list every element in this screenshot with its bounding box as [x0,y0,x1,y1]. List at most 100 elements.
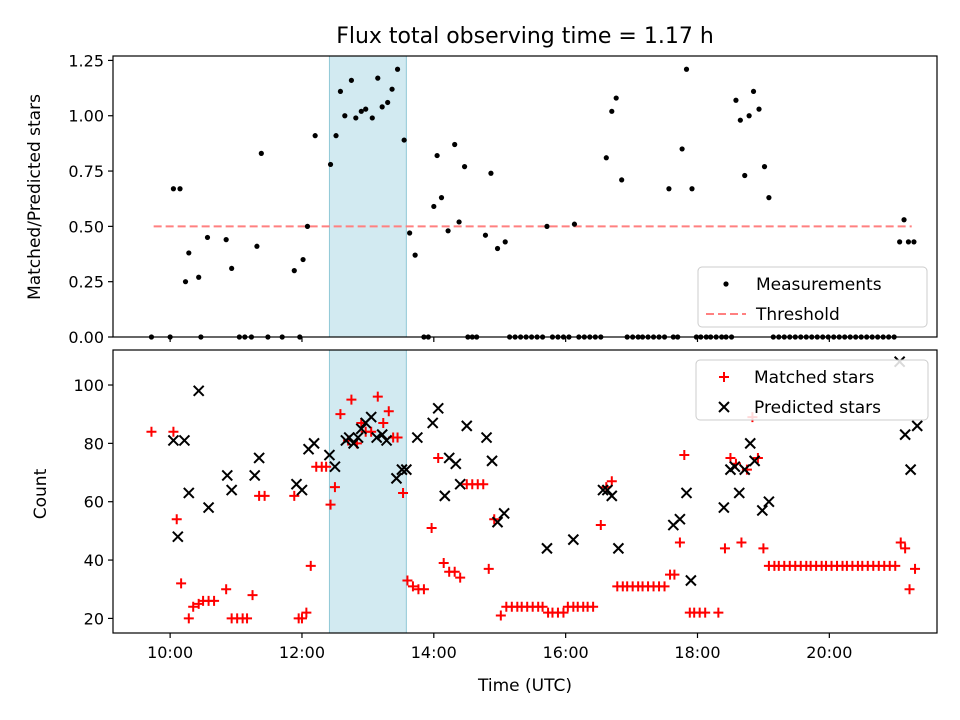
predicted-stars-point [612,542,625,555]
matched-stars-point [674,537,685,548]
measurement-point [746,113,752,119]
measurement-point [431,203,437,210]
measurement-point [452,141,458,148]
top-legend: Measurements Threshold [697,266,928,328]
measurement-point [445,228,451,234]
predicted-stars-point [606,490,618,502]
measurement-point [434,152,440,159]
measurement-point [337,88,344,95]
matched-stars-point [188,601,199,612]
measurement-point [300,256,306,263]
matched-stars-point [392,432,403,443]
legend-label: Matched stars [754,368,874,388]
matched-stars-point [669,569,680,580]
matched-stars-point [904,584,915,595]
measurement-point [666,186,672,192]
bottom-legend: Matched stars Predicted stars [695,359,929,421]
predicted-stars-point [911,420,923,432]
measurement-point [401,137,407,143]
matched-stars-point [259,490,270,501]
matched-stars-point [700,607,711,618]
predicted-stars-point [370,431,383,444]
predicted-stars-point [601,484,614,496]
matched-stars-point [895,537,906,548]
matched-stars-point [383,406,394,417]
predicted-stars-point [167,434,180,447]
matched-stars-point [398,487,409,498]
measurement-point [766,195,772,201]
measurement-point [613,95,619,101]
measurement-point [482,232,489,238]
measurement-point [186,250,192,256]
predicted-stars-point [202,501,215,514]
bottom-y-tick-label: 20 [84,609,104,628]
bottom-y-tick-label: 40 [84,551,104,570]
top-y-tick-label: 1.00 [68,107,104,126]
matched-stars-point [478,479,489,490]
top-highlight-span [328,55,407,338]
measurement-point [609,108,615,114]
predicted-stars-point [172,531,184,543]
predicted-stars-point [674,513,686,525]
predicted-stars-point [729,460,741,473]
predicted-stars-point [739,463,751,476]
predicted-stars-point [329,460,341,473]
predicted-stars-point [541,542,553,555]
matched-stars-point [900,543,911,554]
bottom-highlight-span [328,349,407,634]
legend-marker-measurements [723,281,729,287]
matched-stars-point [209,595,220,606]
x-tick-label: 18:00 [674,643,720,662]
measurement-point [363,106,369,112]
bottom-y-tick-label: 80 [84,434,104,453]
matched-stars-point [402,575,413,586]
measurement-point [369,115,375,121]
legend-box [697,266,928,328]
measurement-point [327,161,334,168]
predicted-stars-point [365,411,377,423]
bottom-series-predicted-stars [167,355,923,587]
measurement-point [385,99,391,106]
matched-stars-point [455,572,466,583]
measurement-point [911,239,917,245]
measurement-point [412,252,418,258]
matched-stars-point [407,581,418,592]
predicted-stars-point [899,428,911,441]
predicted-stars-point [221,469,233,482]
measurement-point [182,279,189,285]
measurement-point [679,146,685,152]
predicted-stars-point [763,496,775,508]
top-y-tick-label: 0.75 [68,162,104,181]
matched-stars-point [483,563,494,574]
measurement-point [494,245,501,252]
x-tick-label: 16:00 [543,643,589,662]
measurement-point [229,265,235,272]
measurement-point [750,88,757,95]
measurement-point [897,239,903,245]
measurement-point [170,186,177,192]
measurement-point [689,186,695,192]
matched-stars-point [713,607,724,618]
measurement-point [358,108,364,114]
predicted-stars-point [680,487,693,499]
x-tick-label: 10:00 [147,643,193,662]
predicted-stars-point [480,431,493,444]
measurement-point [733,97,739,103]
predicted-stars-point [733,487,745,499]
measurement-point [901,217,907,223]
predicted-stars-point [192,385,205,397]
predicted-stars-point [439,490,451,502]
matched-stars-point [890,560,901,571]
matched-stars-point [335,409,346,420]
bottom-y-axis-label: Count [31,468,51,519]
matched-stars-point [433,452,444,463]
predicted-stars-point [454,478,466,490]
predicted-stars-point [352,431,364,444]
predicted-stars-point [427,417,439,429]
matched-stars-point [910,563,921,574]
measurement-point [456,219,462,225]
measurement-point [353,115,359,121]
predicted-stars-point [376,428,388,441]
measurement-point [333,133,339,139]
